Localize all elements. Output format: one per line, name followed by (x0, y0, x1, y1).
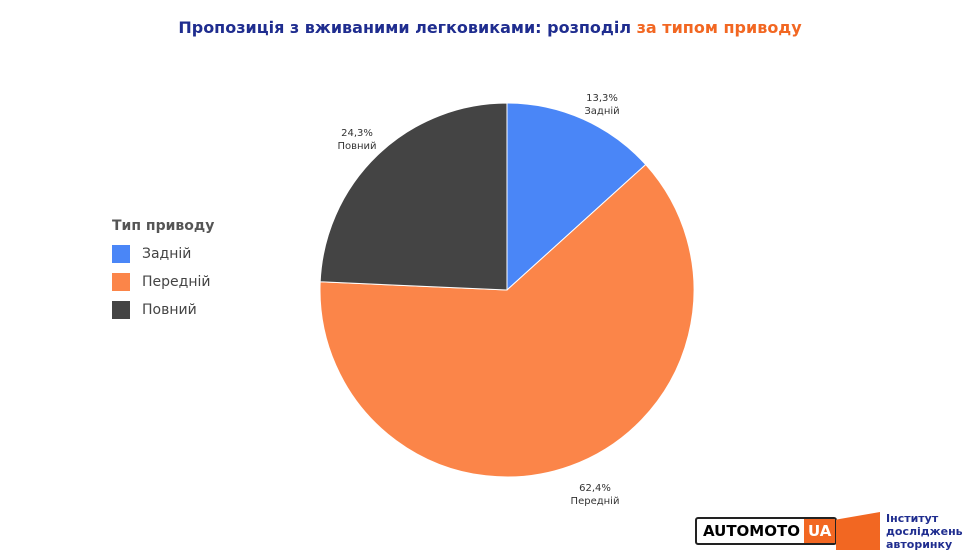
chart-title: Пропозиція з вживаними легковиками: розп… (0, 18, 980, 37)
slice-label-all: 24,3% Повний (317, 127, 397, 153)
slice-label-front: 62,4% Передній (555, 482, 635, 508)
slice-value: 62,4% (579, 483, 611, 494)
slice-category: Передній (570, 496, 620, 507)
logo-line: досліджень (886, 525, 963, 538)
legend-item-rear: Задній (112, 240, 214, 268)
legend-label: Передній (142, 274, 211, 290)
logo-line: Інститут (886, 512, 939, 525)
pie-slice-0 (506, 102, 647, 292)
slice-category: Повний (337, 141, 377, 152)
logo-ua: UA (803, 519, 836, 543)
slice-label-rear: 13,3% Задній (562, 92, 642, 118)
legend-swatch (112, 301, 130, 319)
slice-value: 24,3% (341, 128, 373, 139)
pie-slice-1 (319, 163, 695, 478)
legend-swatch (112, 245, 130, 263)
logo-line: авторинку (886, 538, 953, 551)
logo-text: AUTOMOTO (703, 522, 800, 540)
title-main: Пропозиція з вживаними легковиками: розп… (178, 18, 632, 37)
legend: Тип приводу Задній Передній Повний (112, 218, 214, 324)
legend-item-front: Передній (112, 268, 214, 296)
slice-category: Задній (584, 106, 620, 117)
pie-slice-2 (319, 102, 508, 291)
legend-swatch (112, 273, 130, 291)
legend-title: Тип приводу (112, 218, 215, 234)
legend-label: Задній (142, 246, 192, 262)
title-highlight: за типом приводу (636, 18, 802, 37)
legend-item-all: Повний (112, 296, 214, 324)
slice-value: 13,3% (586, 93, 618, 104)
institute-logo-text: Інститут досліджень авторинку (886, 512, 963, 551)
automoto-logo: AUTOMOTO UA (695, 517, 838, 545)
legend-label: Повний (142, 302, 197, 318)
